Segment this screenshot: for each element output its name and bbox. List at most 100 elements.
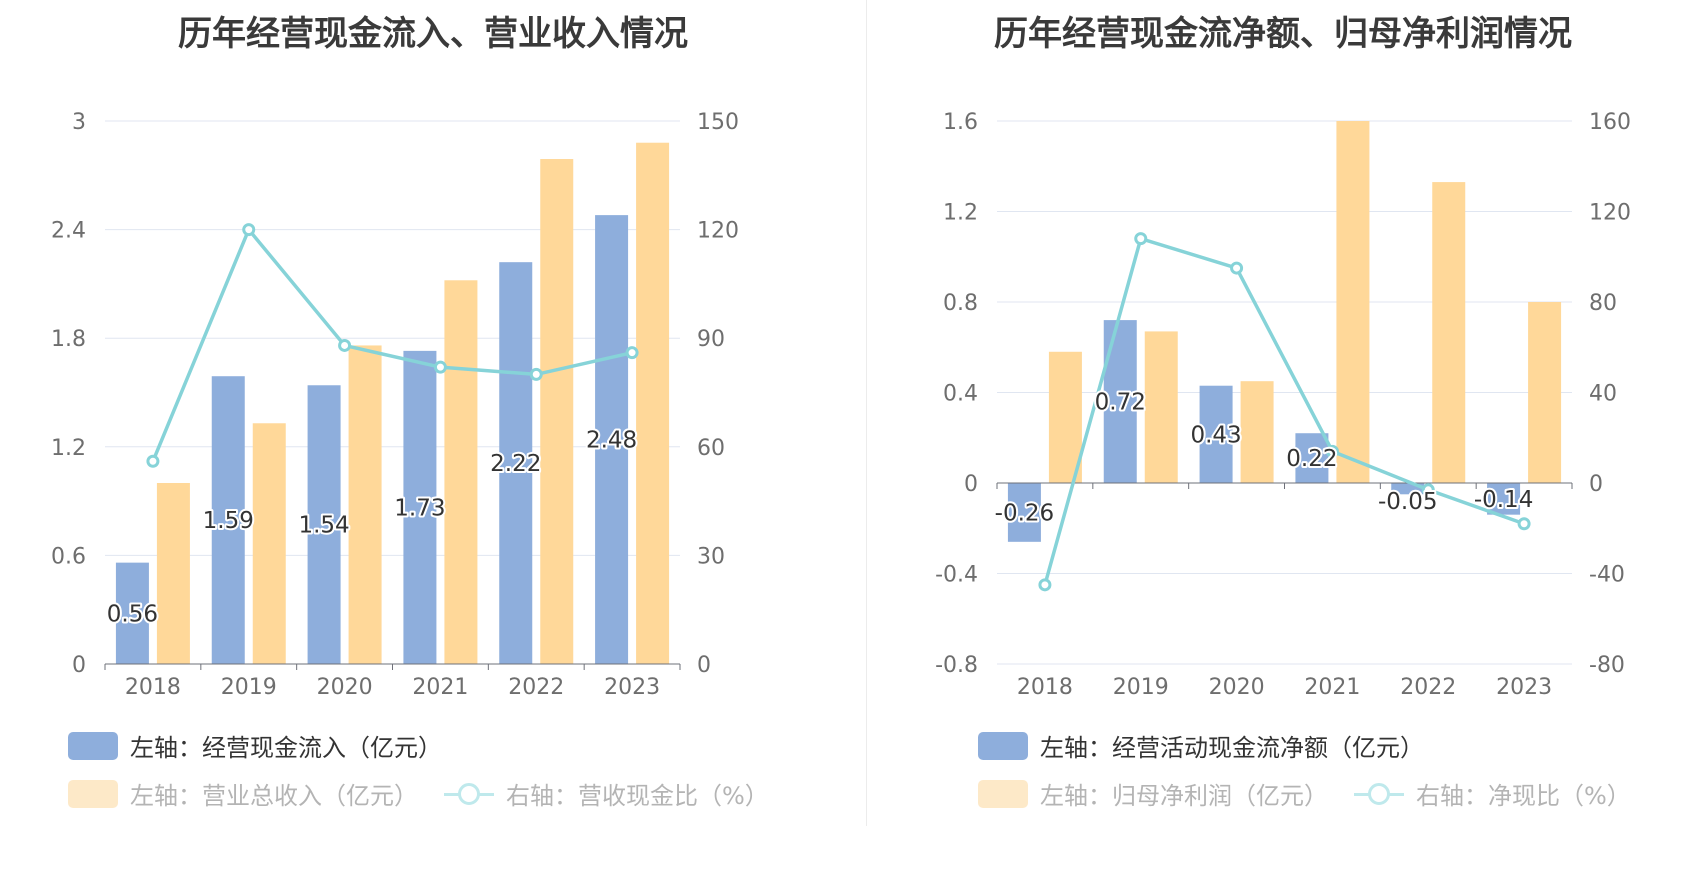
ratio-point — [1325, 444, 1339, 458]
bar — [348, 345, 382, 664]
bar-data-label: -0.05 — [1378, 489, 1438, 515]
ratio-point — [529, 367, 543, 381]
ratio-line — [151, 226, 633, 462]
bar — [499, 262, 533, 664]
bar-data-label: 1.73 — [394, 495, 445, 521]
bar-data-label: 0.43 — [1190, 422, 1241, 448]
right-axis-tick-label: 0 — [1589, 472, 1603, 497]
left-axis-tick-label: 0.8 — [943, 291, 978, 316]
left-axis-tick-label: -0.8 — [935, 653, 978, 678]
legend-swatch — [978, 731, 1028, 760]
chart-panel-cashflow-revenue: 历年经营现金流入、营业收入情况 0 0 0.6 30 1.2 60 1.8 90 2.4 120 3… — [51, 14, 769, 811]
right-axis-tick-label: 80 — [1589, 291, 1617, 316]
right-axis-tick-label: 40 — [1589, 382, 1617, 407]
x-axis-tick-label: 2018 — [1017, 675, 1073, 700]
legend-item-operating-cash-inflow[interactable]: 左轴：经营现金流入（亿元） — [68, 728, 442, 763]
ratio-point — [433, 360, 447, 374]
bar — [444, 280, 478, 664]
bar — [156, 483, 190, 664]
bar-data-label: -0.26 — [995, 500, 1055, 526]
left-axis-tick-label: -0.4 — [935, 563, 978, 588]
ratio-line — [1043, 236, 1525, 586]
bar — [1240, 381, 1274, 483]
right-axis-tick-label: 0 — [697, 653, 711, 678]
legend-line-marker-icon — [1354, 780, 1404, 808]
bar — [1048, 351, 1082, 483]
bar-data-label: 0.72 — [1095, 390, 1146, 416]
x-axis-tick-label: 2022 — [1400, 675, 1456, 700]
bar — [307, 385, 341, 664]
ratio-point — [1134, 232, 1148, 246]
right-axis-tick-label: 150 — [697, 110, 739, 135]
ratio-point — [1038, 578, 1052, 592]
right-axis-tick-label: 120 — [697, 219, 739, 244]
bar — [403, 350, 437, 664]
ratio-point — [1230, 261, 1244, 275]
chart-panel-netcash-netprofit: 历年经营现金流净额、归母净利润情况 -0.8 -80 -0.4 -40 0 0 0.4 40 0… — [866, 0, 1700, 874]
x-axis-tick-label: 2023 — [604, 675, 660, 700]
legend-label: 右轴：营收现金比（%） — [506, 782, 769, 810]
left-axis-tick-label: 0.6 — [51, 544, 86, 569]
bar — [1432, 182, 1466, 483]
right-axis-tick-label: 60 — [697, 436, 725, 461]
chart-title: 历年经营现金流入、营业收入情况 — [178, 14, 688, 54]
ratio-point — [1517, 517, 1531, 531]
bar — [252, 423, 286, 664]
bar — [1199, 385, 1233, 483]
bar — [1007, 483, 1041, 542]
legend-label: 左轴：经营活动现金流净额（亿元） — [1040, 734, 1424, 762]
x-axis-tick-label: 2021 — [1304, 675, 1360, 700]
chart-plot-area: 0 0 0.6 30 1.2 60 1.8 90 2.4 120 3 150 2018 2019 2020 2… — [51, 110, 739, 700]
left-axis-tick-label: 1.8 — [51, 327, 86, 352]
left-axis-tick-label: 1.2 — [943, 201, 978, 226]
left-axis-tick-label: 0.4 — [943, 382, 978, 407]
bar — [1391, 483, 1425, 495]
right-axis-tick-label: 90 — [697, 327, 725, 352]
bar — [1295, 433, 1329, 483]
ratio-point — [242, 223, 256, 237]
bar — [595, 215, 629, 664]
x-axis-tick-label: 2019 — [1113, 675, 1169, 700]
panel-divider — [866, 0, 867, 826]
x-axis-tick-label: 2021 — [412, 675, 468, 700]
ratio-point — [1421, 483, 1435, 497]
bar — [1336, 121, 1370, 483]
legend-item-net-profit[interactable]: 左轴：归母净利润（亿元） — [978, 776, 1328, 811]
legend-item-net-cash-ratio[interactable]: 右轴：净现比（%） — [1354, 776, 1631, 811]
ratio-point — [625, 346, 639, 360]
left-axis-tick-label: 0 — [964, 472, 978, 497]
legend-swatch — [68, 779, 118, 808]
legend-item-revenue-cash-ratio[interactable]: 右轴：营收现金比（%） — [444, 776, 769, 811]
left-axis-tick-label: 0 — [72, 653, 86, 678]
legend-label: 左轴：归母净利润（亿元） — [1040, 782, 1328, 810]
bar — [1144, 331, 1178, 483]
left-axis-tick-label: 1.2 — [51, 436, 86, 461]
bar — [540, 159, 574, 664]
left-axis-tick-label: 1.6 — [943, 110, 978, 135]
right-axis-tick-label: -40 — [1589, 563, 1625, 588]
bar-data-label: 1.59 — [203, 508, 254, 534]
legend-swatch — [978, 779, 1028, 808]
bar — [211, 376, 245, 664]
legend-label: 左轴：经营现金流入（亿元） — [130, 734, 442, 762]
left-axis-tick-label: 2.4 — [51, 219, 86, 244]
right-axis-tick-label: 160 — [1589, 110, 1631, 135]
right-axis-tick-label: -80 — [1589, 653, 1625, 678]
bar — [636, 142, 670, 665]
ratio-point — [338, 338, 352, 352]
x-axis-tick-label: 2019 — [221, 675, 277, 700]
bar-data-label: -0.14 — [1474, 487, 1534, 513]
legend-item-total-revenue[interactable]: 左轴：营业总收入（亿元） — [68, 776, 418, 811]
bar — [1528, 302, 1562, 483]
bar-data-label: 1.54 — [298, 513, 349, 539]
bar-data-label: 2.48 — [586, 428, 637, 454]
bar — [1487, 483, 1521, 515]
chart-title: 历年经营现金流净额、归母净利润情况 — [994, 14, 1572, 54]
x-axis-tick-label: 2020 — [317, 675, 373, 700]
legend-label: 左轴：营业总收入（亿元） — [130, 782, 418, 810]
legend-label: 右轴：净现比（%） — [1416, 782, 1631, 810]
x-axis-tick-label: 2023 — [1496, 675, 1552, 700]
right-axis-tick-label: 120 — [1589, 201, 1631, 226]
legend-item-net-operating-cash[interactable]: 左轴：经营活动现金流净额（亿元） — [978, 728, 1424, 763]
chart-plot-area: -0.8 -80 -0.4 -40 0 0 0.4 40 0.8 80 1.2 120 1.6 160 20… — [935, 110, 1631, 700]
